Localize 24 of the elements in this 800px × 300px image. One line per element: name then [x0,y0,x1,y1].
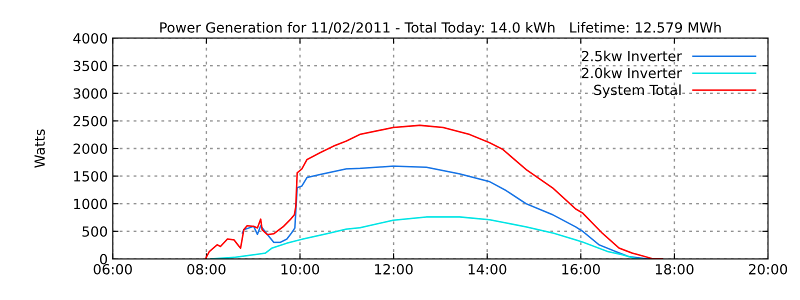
legend-label: System Total [594,84,681,98]
x-tick-label: 10:00 [282,264,320,275]
y-tick-label: 500 [82,226,108,237]
x-tick-label: 14:00 [468,264,506,275]
x-tick-label: 18:00 [656,264,694,275]
line-series [204,124,663,259]
y-tick-label: 3500 [74,60,108,72]
y-tick-label: 2000 [74,143,108,154]
legend-label: 2.5kw Inverter [582,50,682,62]
x-tick-label: 12:00 [375,264,413,275]
y-tick-label: 3000 [74,88,108,99]
legend-label: 2.0kw Inverter [582,68,682,78]
y-tick-label: 1000 [74,198,108,210]
y-axis-title: Watts [34,129,45,168]
chart-title: Power Generation for 11/02/2011 - Total Today: 14.0 kWh Lifetime: 12.579 MWh [160,22,721,36]
x-tick-label: 06:00 [94,264,132,275]
y-tick-label: 2500 [74,116,108,126]
y-tick-label: 1500 [74,171,108,182]
x-tick-label: 16:00 [562,264,600,275]
x-tick-label: 20:00 [749,264,788,275]
y-tick-label: 4000 [73,33,108,44]
line-series [210,216,642,259]
y-tick-label: 0 [100,254,108,264]
x-tick-label: 08:00 [187,264,226,275]
